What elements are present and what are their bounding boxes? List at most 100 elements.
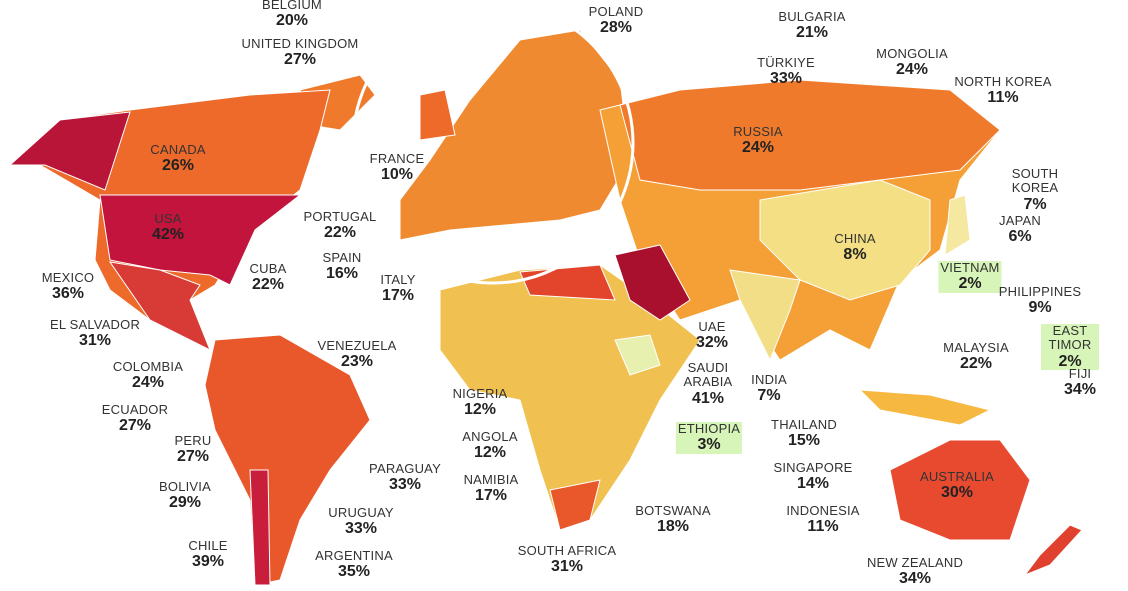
saudi-arabia (614, 244, 691, 321)
country-label: SOUTH KOREA 7% (989, 166, 1082, 213)
country-value: 34% (898, 570, 932, 588)
country-name: NAMIBIA (463, 472, 519, 487)
country-label: NORTH KOREA 11% (954, 74, 1052, 107)
country-label: CUBA 22% (250, 261, 287, 294)
country-label: COLOMBIA 24% (112, 359, 184, 392)
country-value: 16% (325, 265, 359, 283)
country-label: SAUDI ARABIA 41% (678, 360, 738, 407)
country-value: 9% (1028, 299, 1052, 317)
country-label: PHILIPPINES 9% (999, 284, 1081, 317)
country-label: TÜRKIYE 33% (757, 55, 815, 88)
country-name: SAUDI ARABIA (683, 360, 733, 390)
country-label: PERU 27% (175, 433, 212, 466)
country-value: 24% (741, 139, 775, 157)
country-value: 24% (895, 61, 929, 79)
country-value: 41% (691, 389, 725, 407)
country-value: 11% (987, 89, 1019, 107)
country-name: TÜRKIYE (757, 55, 815, 70)
country-label: POLAND 28% (589, 4, 644, 37)
country-value: 10% (380, 166, 414, 184)
country-name: ECUADOR (101, 402, 169, 417)
country-label: MEXICO 36% (41, 270, 95, 303)
country-name: ETHIOPIA (675, 421, 743, 437)
country-value: 36% (51, 285, 85, 303)
country-name: USA (154, 211, 182, 226)
europe-highlight (351, 1, 635, 285)
country-value: 32% (695, 334, 729, 352)
country-name: VENEZUELA (317, 338, 397, 353)
japan (944, 194, 971, 256)
country-value: 35% (337, 563, 371, 581)
country-name: SOUTH KOREA (1011, 166, 1059, 196)
country-name: NORTH KOREA (954, 74, 1052, 89)
country-label: INDONESIA 11% (786, 503, 860, 536)
country-label: MONGOLIA 24% (876, 46, 948, 79)
country-name: SPAIN (322, 250, 362, 265)
country-name: CHINA (834, 231, 876, 246)
country-value: 18% (656, 518, 690, 536)
ethiopia (614, 334, 661, 376)
country-label: ANGOLA 12% (462, 429, 517, 462)
country-value: 17% (381, 287, 415, 305)
country-name: MEXICO (41, 270, 95, 285)
country-value: 2% (1041, 352, 1099, 371)
country-label: RUSSIA 24% (733, 124, 783, 157)
country-value: 17% (474, 487, 508, 505)
country-name: ARGENTINA (315, 548, 393, 563)
country-name: MONGOLIA (876, 46, 948, 61)
country-value: 12% (463, 401, 497, 419)
country-name: UNITED KINGDOM (241, 36, 359, 51)
country-label: BULGARIA 21% (778, 9, 845, 42)
country-value: 8% (843, 246, 867, 264)
country-name: EL SALVADOR (49, 317, 141, 332)
country-name: INDONESIA (786, 503, 860, 518)
country-label: CHINA 8% (834, 231, 876, 264)
country-name: THAILAND (771, 417, 837, 432)
country-name: BOLIVIA (159, 479, 211, 494)
country-value: 22% (959, 355, 993, 373)
country-name: UAE (698, 319, 726, 334)
country-name: URUGUAY (328, 505, 394, 520)
country-label: PORTUGAL 22% (304, 209, 377, 242)
country-name: CHILE (188, 538, 228, 553)
country-label: SPAIN 16% (322, 250, 362, 283)
country-name: COLOMBIA (112, 359, 184, 374)
uk (419, 89, 456, 141)
country-value: 39% (191, 553, 225, 571)
usa (99, 194, 302, 286)
country-label: PARAGUAY 33% (369, 461, 441, 494)
country-label: VIETNAM 2% (938, 260, 1002, 293)
australia (889, 439, 1031, 541)
country-value: 27% (283, 51, 317, 69)
country-label: SOUTH AFRICA 31% (517, 543, 617, 576)
country-label: NIGERIA 12% (453, 386, 508, 419)
country-name: ITALY (380, 272, 416, 287)
country-label: ECUADOR 27% (101, 402, 169, 435)
country-name: EAST TIMOR (1041, 323, 1099, 353)
country-label: EAST TIMOR 2% (1041, 323, 1099, 371)
country-value: 12% (473, 444, 507, 462)
country-label: INDIA 7% (751, 372, 787, 405)
country-label: THAILAND 15% (771, 417, 837, 450)
china (759, 179, 931, 301)
chile (249, 469, 271, 586)
country-value: 7% (757, 387, 781, 405)
country-label: UAE 32% (695, 319, 729, 352)
land (8, 29, 1083, 586)
south-africa (549, 479, 601, 531)
country-value: 24% (131, 374, 165, 392)
country-label: AUSTRALIA 30% (919, 469, 995, 502)
country-value: 22% (251, 276, 285, 294)
country-label: SINGAPORE 14% (773, 460, 852, 493)
country-value: 21% (795, 24, 829, 42)
country-name: AUSTRALIA (919, 469, 995, 484)
country-label: BOLIVIA 29% (159, 479, 211, 512)
country-name: MALAYSIA (943, 340, 1009, 355)
country-value: 31% (78, 332, 112, 350)
mexico (108, 261, 211, 352)
country-label: EL SALVADOR 31% (49, 317, 141, 350)
country-value: 7% (1023, 195, 1047, 213)
country-name: SOUTH AFRICA (517, 543, 617, 558)
